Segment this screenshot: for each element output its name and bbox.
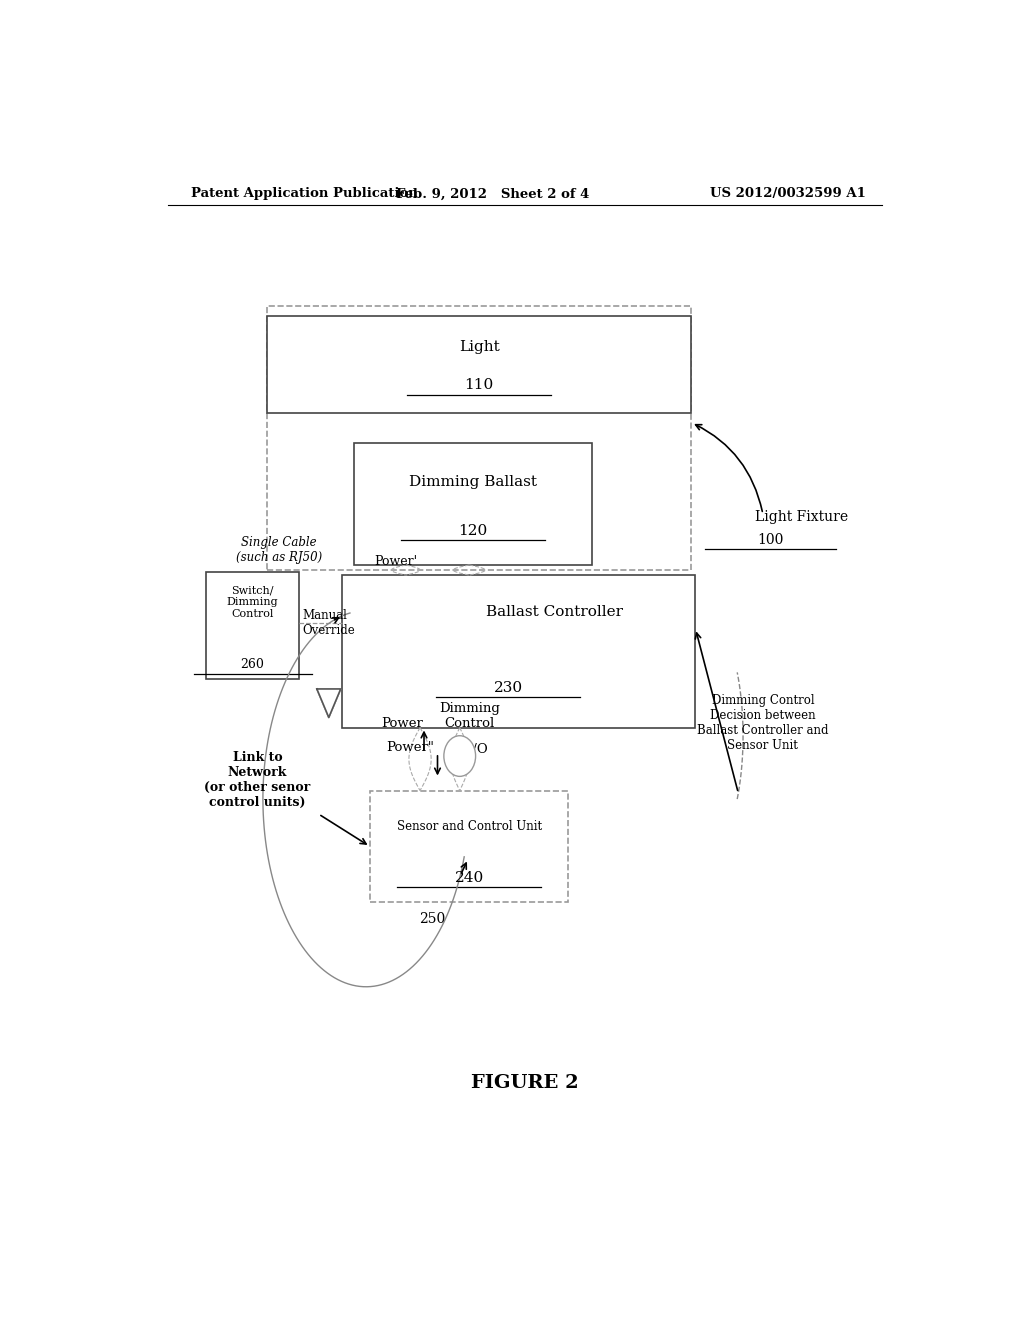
FancyBboxPatch shape [342, 576, 695, 727]
Text: Patent Application Publication: Patent Application Publication [191, 187, 418, 201]
Polygon shape [316, 689, 341, 718]
Text: Sensor and Control Unit: Sensor and Control Unit [396, 820, 542, 833]
Text: I/O: I/O [468, 743, 488, 756]
Text: 260: 260 [241, 659, 264, 672]
Text: Dimming
Control: Dimming Control [439, 702, 500, 730]
Text: 240: 240 [455, 871, 484, 884]
Text: Feb. 9, 2012   Sheet 2 of 4: Feb. 9, 2012 Sheet 2 of 4 [396, 187, 590, 201]
FancyBboxPatch shape [206, 572, 299, 678]
Circle shape [443, 735, 475, 776]
Text: US 2012/0032599 A1: US 2012/0032599 A1 [711, 187, 866, 201]
Text: 120: 120 [459, 524, 487, 537]
Text: Light: Light [459, 339, 500, 354]
Text: Switch/
Dimming
Control: Switch/ Dimming Control [226, 585, 279, 619]
Text: 250: 250 [419, 912, 445, 925]
Text: Power: Power [381, 717, 423, 730]
FancyBboxPatch shape [267, 315, 691, 412]
Text: 100: 100 [758, 532, 784, 546]
Text: Link to
Network
(or other senor
control units): Link to Network (or other senor control … [204, 751, 310, 809]
Text: Manual
Override: Manual Override [303, 609, 355, 636]
Text: 230: 230 [494, 681, 523, 694]
Text: Dimming Control
Decision between
Ballast Controller and
Sensor Unit: Dimming Control Decision between Ballast… [697, 693, 828, 751]
Text: Power": Power" [386, 742, 434, 755]
FancyBboxPatch shape [267, 306, 691, 570]
Text: 110: 110 [465, 379, 494, 392]
Text: Dimming Ballast: Dimming Ballast [410, 475, 538, 488]
FancyBboxPatch shape [354, 444, 592, 565]
Text: Single Cable
(such as RJ50): Single Cable (such as RJ50) [236, 536, 322, 564]
Text: FIGURE 2: FIGURE 2 [471, 1074, 579, 1093]
FancyBboxPatch shape [370, 791, 568, 903]
Text: Ballast Controller: Ballast Controller [485, 605, 623, 619]
Text: Light Fixture: Light Fixture [755, 511, 848, 524]
Text: Power': Power' [374, 554, 417, 568]
